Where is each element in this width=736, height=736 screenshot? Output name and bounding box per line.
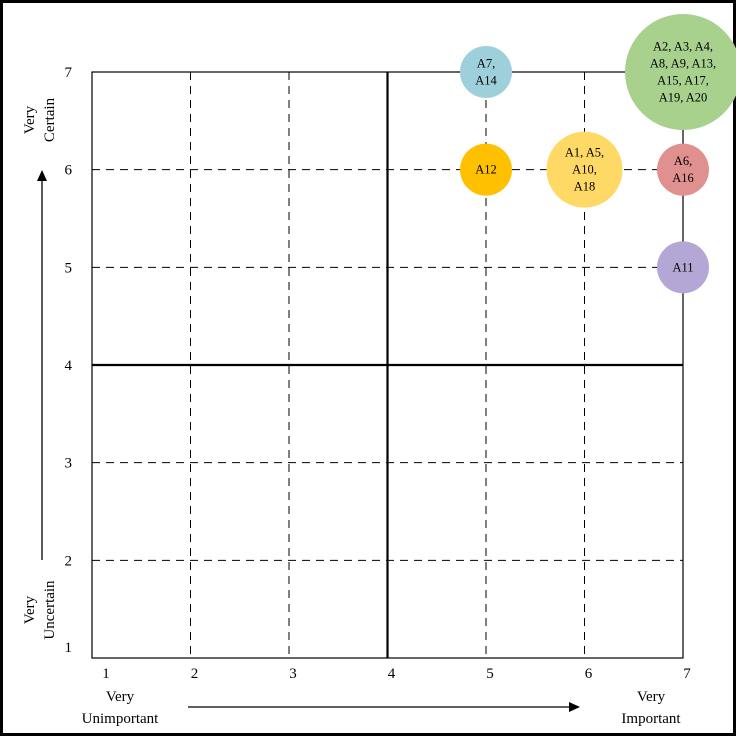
y-axis-low-label: Very Uncertain: [22, 580, 58, 640]
bubble-label: A7, A14: [475, 57, 497, 88]
y-tick-label: 7: [65, 65, 73, 81]
x-axis-arrow-head: [569, 702, 580, 712]
x-axis-low-label: Very Unimportant: [82, 689, 159, 727]
bubble-point: [460, 143, 512, 196]
bubble-point: [657, 143, 709, 196]
x-tick-label: 2: [191, 666, 199, 682]
x-tick-label: 6: [585, 666, 593, 682]
y-tick-label: 5: [65, 260, 73, 276]
bubble-label: A1, A5, A10, A18: [565, 146, 604, 194]
bubble-label: A6, A16: [672, 154, 694, 185]
bubble-label: A11: [672, 260, 693, 274]
x-tick-label: 7: [683, 666, 691, 682]
bubble-label: A2, A3, A4, A8, A9, A13, A15, A17, A19, A20: [650, 40, 716, 105]
y-tick-label: 2: [65, 553, 73, 569]
x-axis-high-label: Very Important: [621, 689, 681, 727]
bubble-point: [546, 131, 623, 208]
y-tick-label: 3: [65, 456, 73, 472]
y-axis-arrow-head: [37, 170, 47, 181]
bubble-label: A12: [475, 163, 497, 177]
bubble-point: [657, 241, 709, 294]
y-axis-high-label: Very Certain: [22, 97, 58, 142]
plot-area: 1 2 3 4 5 6 7 1 2 3 4 5 6 7 Very Unimportant Very Importa…: [22, 14, 736, 727]
x-tick-label: 3: [289, 666, 297, 682]
bubble-point: [625, 14, 736, 130]
y-tick-label: 4: [65, 358, 73, 374]
x-tick-label: 4: [388, 666, 396, 682]
x-tick-label: 5: [486, 666, 494, 682]
y-tick-label: 1: [65, 640, 73, 656]
bubble-point: [460, 46, 512, 98]
x-tick-label: 1: [102, 666, 110, 682]
y-tick-label: 6: [65, 163, 73, 179]
